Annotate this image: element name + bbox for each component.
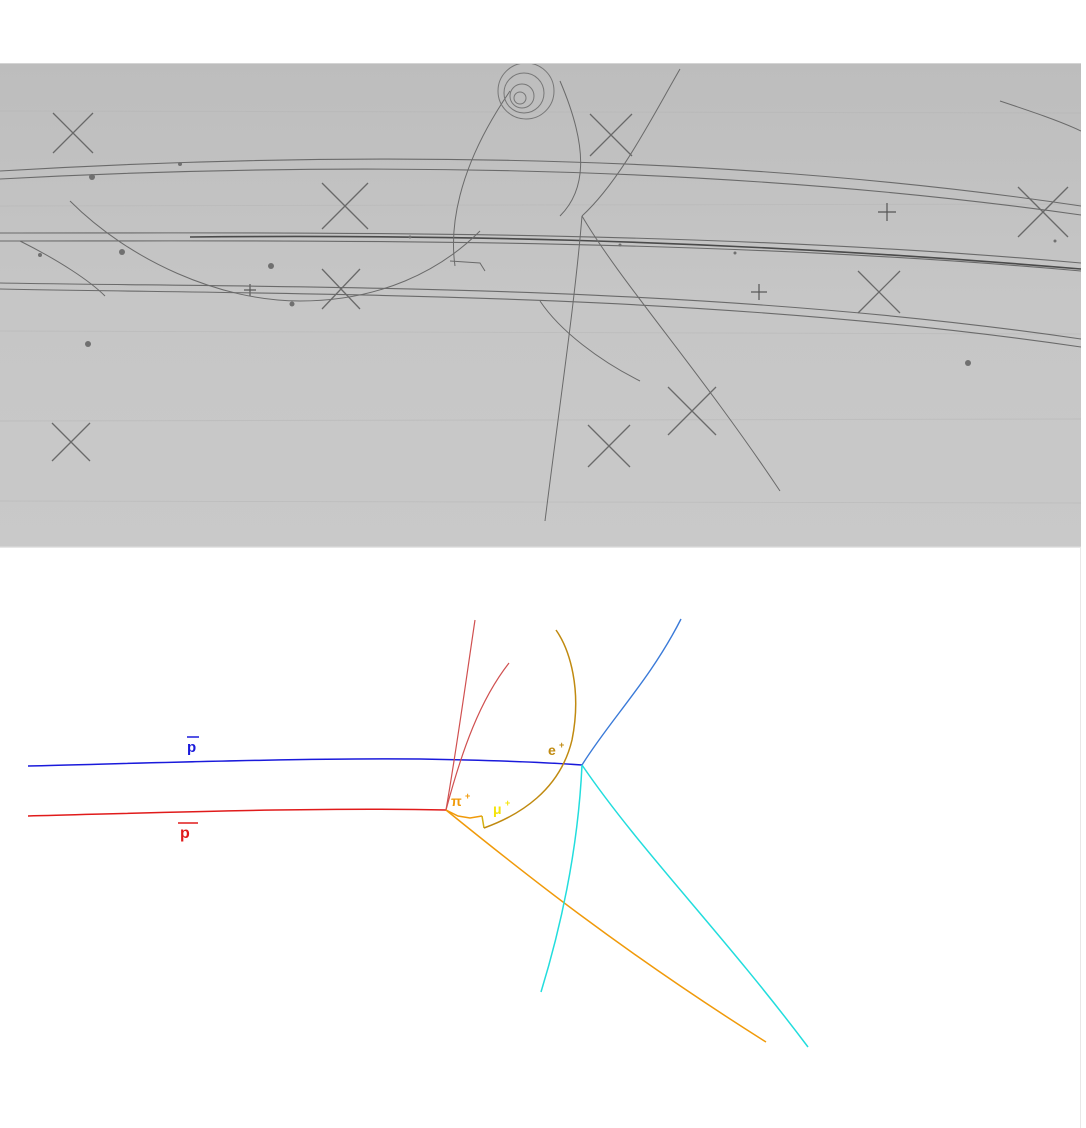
label-antiproton-lower-text: p: [180, 825, 190, 842]
prong-red-1: [446, 620, 475, 810]
prong-red-2: [446, 663, 509, 810]
label-pion-text: π: [451, 793, 462, 809]
label-pion: π +: [451, 791, 470, 809]
label-positron-text: e: [548, 742, 556, 758]
label-muon: μ +: [493, 798, 510, 817]
antiproton-lower-track: [28, 809, 446, 816]
prong-orange: [446, 810, 766, 1042]
label-positron: e +: [548, 740, 564, 758]
positron-track: [484, 630, 576, 828]
label-antiproton-lower: p: [178, 823, 198, 842]
prong-blue: [582, 619, 681, 765]
muon-track: [482, 816, 484, 828]
bubble-chamber-photo: [0, 63, 1081, 547]
label-muon-text: μ: [493, 801, 502, 817]
antiproton-upper-track: [28, 759, 582, 766]
label-pion-charge: +: [465, 791, 470, 801]
label-positron-charge: +: [559, 740, 564, 750]
label-muon-charge: +: [505, 798, 510, 808]
track-diagram: p p π + μ + e +: [0, 548, 1081, 1128]
prong-cyan-2: [541, 765, 582, 992]
track-diagram-svg: p p π + μ + e +: [0, 548, 1081, 1128]
label-antiproton-upper-text: p: [187, 739, 196, 756]
prong-cyan-1: [582, 765, 808, 1047]
label-antiproton-upper: p: [187, 737, 199, 756]
panel-right-border: [1080, 548, 1081, 1128]
bubble-chamber-photo-image: [0, 64, 1081, 546]
